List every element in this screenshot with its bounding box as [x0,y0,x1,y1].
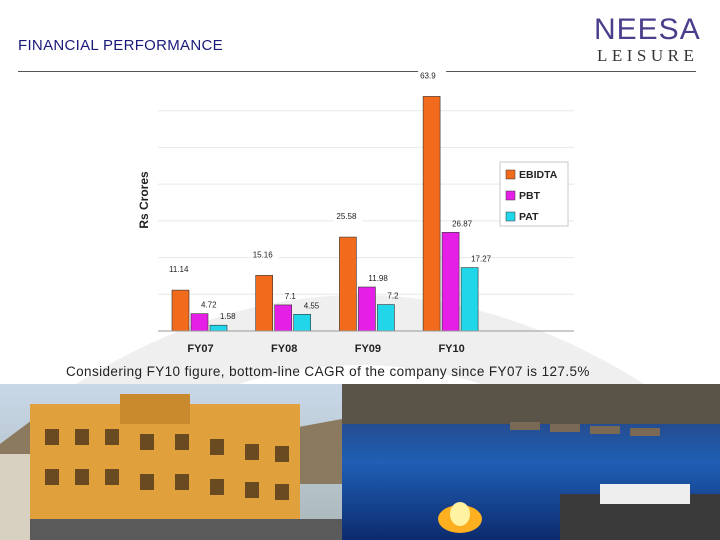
bar-pbt-fy07 [190,313,209,332]
bar-pbt-fy10 [441,232,460,332]
chart-data-labels: 11.14 4.721.58 15.16 7.1 4.55 25.58 11.98 7.2 63… [167,68,492,321]
data-label-pbt-fy10: 26.87 [452,219,473,228]
data-label-pat-fy10: 17.27 [471,255,492,264]
legend-label-pat: PAT [519,211,539,223]
logo-wordmark-bottom: LEISURE [597,46,699,65]
y-axis-label: Rs Crores [137,171,151,229]
data-label-ebidta-fy09: 25.58 [336,212,357,221]
data-label-bg [250,247,279,262]
data-label-ebidta-fy08: 15.16 [253,250,274,259]
bar-pbt-fy08 [274,304,293,332]
legend-swatch-ebidta [505,169,516,180]
bar-ebidta-fy07 [171,289,190,332]
data-label-pat-fy07: 1.58 [220,312,236,321]
chart-bars [171,96,479,332]
data-label-pat-fy08: 4.55 [304,301,320,310]
company-logo: NEESA LEISURE [594,13,704,66]
bar-pat-fy08 [293,313,312,332]
data-label-pat-fy09: 7.2 [387,292,399,301]
legend-label-pbt: PBT [519,190,541,202]
page-title: FINANCIAL PERFORMANCE [18,37,223,54]
chart-gridlines [158,110,574,295]
x-tick-fy08: FY08 [271,343,297,355]
x-tick-fy10: FY10 [438,343,464,355]
cagr-caption: Considering FY10 figure, bottom-line CAG… [66,364,590,379]
bar-ebidta-fy08 [255,275,273,332]
data-label-pbt-fy07: 4.72 [201,301,217,310]
legend-label-ebidta: EBIDTA [519,169,558,181]
data-label-bg [334,209,363,224]
bar-pbt-fy09 [358,286,376,332]
logo-wordmark-top: NEESA [594,13,701,46]
bar-ebidta-fy09 [339,236,357,332]
financial-bar-chart: 11.14 4.721.58 15.16 7.1 4.55 25.58 11.98 7.2 63… [137,68,574,355]
data-label-bg [418,68,447,83]
chart-legend: EBIDTA PBT PAT [499,161,569,227]
legend-swatch-pbt [505,190,516,201]
x-tick-fy07: FY07 [187,343,213,355]
bar-pat-fy09 [377,304,395,332]
bar-ebidta-fy10 [422,96,441,332]
data-label-pbt-fy09: 11.98 [368,274,388,283]
data-label-ebidta-fy10: 63.9 [420,71,436,80]
title-divider [18,71,696,72]
x-tick-fy09: FY09 [355,343,381,355]
data-label-bg [167,262,195,277]
x-axis-ticks: FY07 FY08 FY09 FY10 [187,343,464,355]
bar-pat-fy10 [460,267,479,332]
data-label-ebidta-fy07: 11.14 [169,265,189,274]
bar-pat-fy07 [209,324,228,332]
legend-swatch-pat [505,211,516,222]
data-label-pbt-fy08: 7.1 [285,292,297,301]
hotel-photos [0,384,720,540]
